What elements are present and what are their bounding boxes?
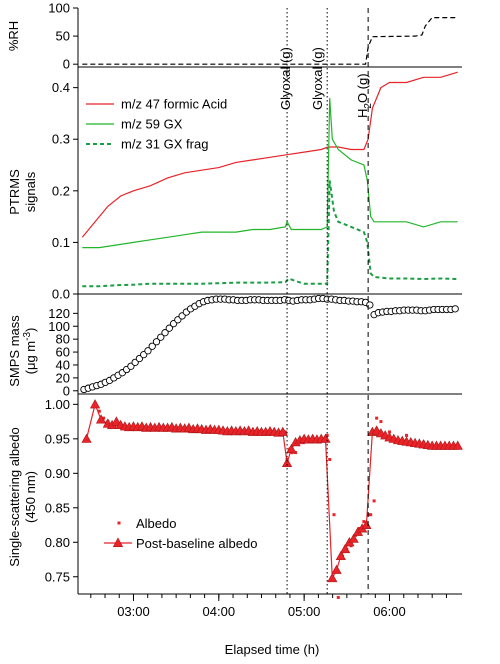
smps-point [165, 324, 173, 332]
smps-ylabel-sup: -3 [22, 332, 33, 341]
ptrms-series-2-line [82, 180, 458, 288]
smps-ylabel-line2: (μg m-3) [22, 328, 38, 375]
albedo-triangle [327, 572, 338, 583]
albedo-dot [97, 409, 101, 413]
albedo-ylabel-line1: Single-scattering albedo [7, 427, 22, 566]
albedo-triangle [331, 564, 342, 574]
rh-ytick-label: 50 [56, 29, 70, 44]
albedo-dot [369, 513, 373, 517]
albedo-legend: Albedo Post-baseline albedo [104, 516, 257, 551]
ptrms-ylabel-line2: signals [23, 171, 38, 212]
albedo-triangle [339, 543, 351, 554]
albedo-triangle [281, 457, 293, 467]
smps-ytick-label: 120 [48, 306, 70, 321]
albedo-dot [336, 595, 340, 599]
smps-ytick-label: 100 [48, 319, 70, 334]
smps-ylabel-close: ) [23, 328, 38, 332]
albedo-dot [379, 420, 383, 424]
albedo-triangle [452, 440, 463, 450]
albedo-dot [325, 433, 329, 437]
albedo-ytick-label: 0.85 [45, 500, 70, 515]
albedo-ytick-label: 0.95 [45, 431, 70, 446]
h2o-annotation-rest: O (g) [355, 73, 370, 103]
albedo-dot [362, 520, 366, 524]
ptrms-series-0-line [81, 71, 458, 238]
albedo-triangle [286, 443, 297, 454]
smps-point [161, 329, 169, 337]
albedo-dot [372, 499, 376, 503]
smps-ytick-label: 20 [56, 370, 70, 385]
albedo-panel: 0.75 0.80 0.85 0.90 0.95 1.00 03:00 04:00 05:00 0… [45, 394, 463, 619]
albedo-triangle [348, 533, 359, 543]
albedo-dot [328, 458, 332, 462]
albedo-triangle [111, 416, 122, 426]
x-tick-label: 05:00 [288, 604, 321, 619]
glyoxal-annotation-1: Glyoxal (g) [278, 47, 293, 110]
rh-ytick-label: 100 [48, 1, 70, 16]
albedo-dot [375, 416, 379, 420]
albedo-triangle [81, 433, 92, 443]
h2o-annotation-sub: 2 [363, 103, 374, 109]
smps-point [144, 347, 152, 355]
albedo-triangle [361, 519, 372, 530]
smps-ylabel-line1: SMPS mass [7, 315, 22, 387]
smps-point [157, 333, 165, 341]
albedo-triangle [277, 426, 288, 436]
x-tick-label: 04:00 [203, 604, 236, 619]
ptrms-series-1-line [82, 97, 458, 249]
albedo-ytick-label: 0.75 [45, 569, 70, 584]
rh-series-0-line [82, 17, 458, 65]
ptrms-panel: 0.0 0.1 0.2 0.3 0.4 [52, 67, 462, 302]
smps-point [152, 338, 161, 346]
albedo-legend-label: Albedo [136, 516, 176, 531]
albedo-dot [387, 430, 391, 434]
albedo-ytick-label: 0.80 [45, 535, 70, 550]
albedo-dot [405, 433, 409, 437]
albedo-ylabel-line2: (450 nm) [23, 471, 38, 523]
smps-ytick-label: 60 [56, 345, 70, 360]
ptrms-legend-label: m/z 31 GX frag [121, 137, 208, 152]
albedo-triangle [95, 414, 107, 424]
glyoxal-annotation-2: Glyoxal (g) [310, 47, 325, 110]
h2o-annotation: H2O (g) [355, 73, 374, 118]
ptrms-ytick-label: 0.2 [52, 183, 70, 198]
albedo-legend-triangle [112, 537, 124, 548]
albedo-triangle [89, 399, 101, 409]
ptrms-legend: m/z 47 formic Acid m/z 59 GX m/z 31 GX fra… [86, 97, 227, 152]
ptrms-legend-label: m/z 47 formic Acid [121, 97, 227, 112]
smps-point [366, 301, 374, 309]
x-axis-title: Elapsed time (h) [225, 642, 320, 657]
h2o-annotation-h: H [355, 109, 370, 118]
smps-ytick-label: 80 [56, 332, 70, 347]
albedo-triangle [335, 550, 346, 561]
albedo-dot [102, 416, 106, 420]
ptrms-ytick-label: 0.3 [52, 132, 70, 147]
albedo-dot [332, 513, 336, 517]
x-tick-label: 06:00 [373, 604, 406, 619]
ptrms-legend-label: m/z 59 GX [121, 117, 183, 132]
rh-panel: 0 50 100 [48, 1, 462, 72]
albedo-ytick-label: 1.00 [45, 397, 70, 412]
smps-ytick-label: 40 [56, 357, 70, 372]
albedo-legend-label: Post-baseline albedo [136, 536, 257, 551]
rh-ylabel: %RH [6, 21, 21, 51]
x-tick-label: 03:00 [117, 604, 150, 619]
smps-point [451, 305, 459, 313]
smps-ytick-label: 0 [63, 383, 70, 398]
ptrms-ytick-label: 0.1 [52, 235, 70, 250]
rh-ytick-label: 0 [63, 57, 70, 72]
smps-ylabel-unit: (μg m [23, 341, 38, 375]
ptrms-ylabel-line1: PTRMS [7, 169, 22, 215]
albedo-triangle [320, 433, 331, 443]
smps-point [148, 342, 156, 350]
event-lines [286, 8, 369, 594]
albedo-ytick-label: 0.90 [45, 466, 70, 481]
ptrms-ytick-label: 0.0 [52, 287, 70, 302]
albedo-legend-dot [117, 521, 121, 525]
ptrms-ytick-label: 0.4 [52, 80, 70, 95]
